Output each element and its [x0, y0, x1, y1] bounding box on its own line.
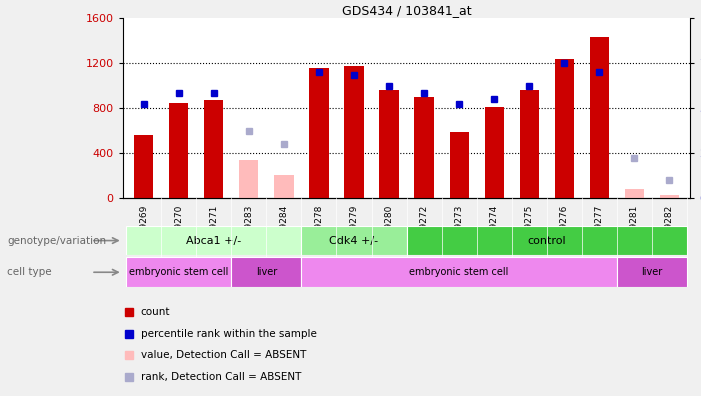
Text: rank, Detection Call = ABSENT: rank, Detection Call = ABSENT [141, 372, 301, 382]
Bar [239, 160, 259, 198]
Bar [126, 257, 231, 287]
Bar [554, 59, 574, 198]
Bar [301, 226, 407, 255]
Bar [344, 66, 364, 198]
Bar [126, 226, 301, 255]
Bar [274, 175, 294, 198]
Text: percentile rank within the sample: percentile rank within the sample [141, 329, 316, 339]
Bar [407, 226, 687, 255]
Text: liver: liver [641, 267, 662, 277]
Bar [301, 257, 617, 287]
Text: count: count [141, 307, 170, 317]
Bar [231, 257, 301, 287]
Text: liver: liver [256, 267, 277, 277]
Text: control: control [527, 236, 566, 246]
Bar [519, 90, 539, 198]
Bar [617, 257, 687, 287]
Bar [449, 131, 469, 198]
Bar [660, 194, 679, 198]
Text: embryonic stem cell: embryonic stem cell [409, 267, 509, 277]
Text: embryonic stem cell: embryonic stem cell [129, 267, 229, 277]
Text: genotype/variation: genotype/variation [7, 236, 106, 246]
Bar [414, 97, 434, 198]
Bar [204, 100, 224, 198]
Bar [590, 37, 609, 198]
Text: cell type: cell type [7, 267, 52, 277]
Bar [169, 103, 189, 198]
Bar [484, 107, 504, 198]
Text: value, Detection Call = ABSENT: value, Detection Call = ABSENT [141, 350, 306, 360]
Text: Cdk4 +/-: Cdk4 +/- [329, 236, 379, 246]
Bar [379, 90, 399, 198]
Bar [625, 189, 644, 198]
Bar [134, 135, 154, 198]
Text: Abca1 +/-: Abca1 +/- [186, 236, 241, 246]
Bar [309, 69, 329, 198]
Title: GDS434 / 103841_at: GDS434 / 103841_at [342, 4, 471, 17]
